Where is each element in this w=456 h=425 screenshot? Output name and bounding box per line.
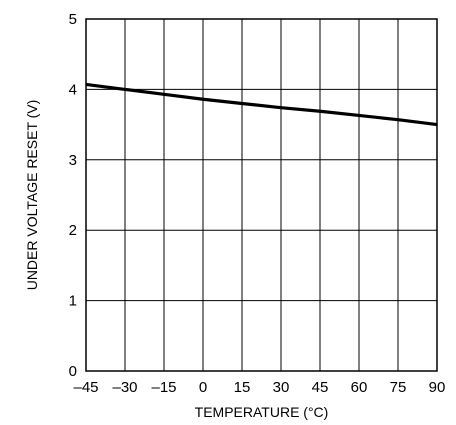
y-tick-label: 2 <box>69 222 77 239</box>
y-tick-label: 5 <box>69 11 77 28</box>
x-tick-label: 75 <box>390 379 407 396</box>
y-tick-label: 4 <box>69 81 77 98</box>
x-tick-label: –15 <box>151 379 176 396</box>
y-axis-ticks: 0 1 2 3 4 5 <box>69 11 77 380</box>
x-tick-label: 30 <box>273 379 290 396</box>
x-tick-label: 45 <box>312 379 329 396</box>
plot-frame <box>85 18 438 372</box>
x-tick-label: 0 <box>199 379 207 396</box>
x-tick-label: 15 <box>234 379 251 396</box>
grid <box>86 19 437 371</box>
x-axis-title: TEMPERATURE (°C) <box>195 404 329 420</box>
x-tick-label: –30 <box>112 379 137 396</box>
y-tick-label: 3 <box>69 152 77 169</box>
series <box>85 82 438 127</box>
y-tick-label: 1 <box>69 293 77 310</box>
x-tick-label: 60 <box>351 379 368 396</box>
x-tick-label: –45 <box>73 379 98 396</box>
series-line-0 <box>85 82 438 127</box>
x-axis-ticks: –45 –30 –15 0 15 30 45 60 75 90 <box>73 379 445 396</box>
x-tick-label: 90 <box>429 379 446 396</box>
y-axis-title: UNDER VOLTAGE RESET (V) <box>24 100 40 291</box>
y-tick-label: 0 <box>69 363 77 380</box>
